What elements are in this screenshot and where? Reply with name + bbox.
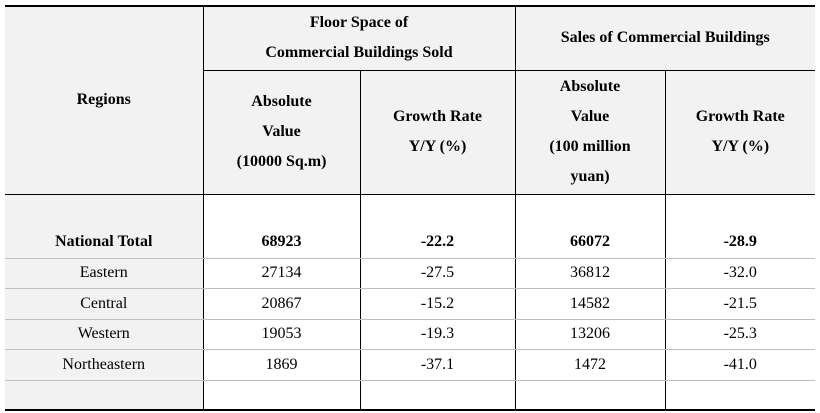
header-text-line: yuan) [570,168,610,185]
header-floor-space-line2: Commercial Buildings Sold [265,44,453,62]
header-regions: Regions [5,5,203,195]
header-sales-growth-rate: Growth Rate Y/Y (%) [664,70,815,195]
header-text-line: Absolute [559,78,621,95]
commercial-buildings-table: Regions Floor Space of Commercial Buildi… [5,5,815,411]
header-text-line: Value [262,123,301,140]
sales-value-cell: 1472 [514,349,665,381]
header-floor-space-group: Floor Space of Commercial Buildings Sold [202,5,515,71]
header-text-line: Growth Rate [392,108,483,125]
header-text-line: Value [570,108,610,125]
region-cell: Northeastern [5,349,203,381]
header-text-line: Absolute [251,93,312,110]
region-cell: National Total [5,226,203,259]
floor-value-cell: 1869 [202,349,360,381]
floor-value-cell: 20867 [202,288,360,320]
region-cell: Central [5,288,203,320]
table-row: National Total 68923 -22.2 66072 -28.9 [5,226,815,259]
header-text-line: Y/Y (%) [711,138,770,155]
region-cell: Western [5,319,203,350]
header-sales-absolute-value: Absolute Value (100 million yuan) [514,70,665,195]
sales-growth-cell: -25.3 [664,319,815,350]
floor-growth-cell: -37.1 [359,349,515,381]
spacer-row [5,380,815,411]
floor-growth-cell: -27.5 [359,258,515,289]
table-row: Central 20867 -15.2 14582 -21.5 [5,288,815,320]
floor-growth-cell: -19.3 [359,319,515,350]
sales-value-cell: 66072 [514,226,665,259]
header-text-line: (100 million [549,138,631,155]
sales-growth-cell: -21.5 [664,288,815,320]
header-sales-group: Sales of Commercial Buildings [514,5,815,71]
header-text-line: (10000 Sq.m) [236,153,327,170]
sales-growth-cell: -28.9 [664,226,815,259]
table-row: Northeastern 1869 -37.1 1472 -41.0 [5,349,815,381]
header-text-line: Growth Rate [695,108,785,125]
table-row: Western 19053 -19.3 13206 -25.3 [5,319,815,350]
region-cell: Eastern [5,258,203,289]
header-floor-absolute-value: Absolute Value (10000 Sq.m) [202,70,360,195]
sales-value-cell: 13206 [514,319,665,350]
floor-growth-cell: -15.2 [359,288,515,320]
sales-growth-cell: -41.0 [664,349,815,381]
floor-growth-cell: -22.2 [359,226,515,259]
table-row: Eastern 27134 -27.5 36812 -32.0 [5,258,815,289]
sales-growth-cell: -32.0 [664,258,815,289]
sales-value-cell: 36812 [514,258,665,289]
header-floor-growth-rate: Growth Rate Y/Y (%) [359,70,515,195]
header-text-line: Y/Y (%) [408,138,467,155]
floor-value-cell: 27134 [202,258,360,289]
header-floor-space-line1: Floor Space of [309,14,409,32]
floor-value-cell: 68923 [202,226,360,259]
sales-value-cell: 14582 [514,288,665,320]
floor-value-cell: 19053 [202,319,360,350]
spacer-row [5,194,815,226]
